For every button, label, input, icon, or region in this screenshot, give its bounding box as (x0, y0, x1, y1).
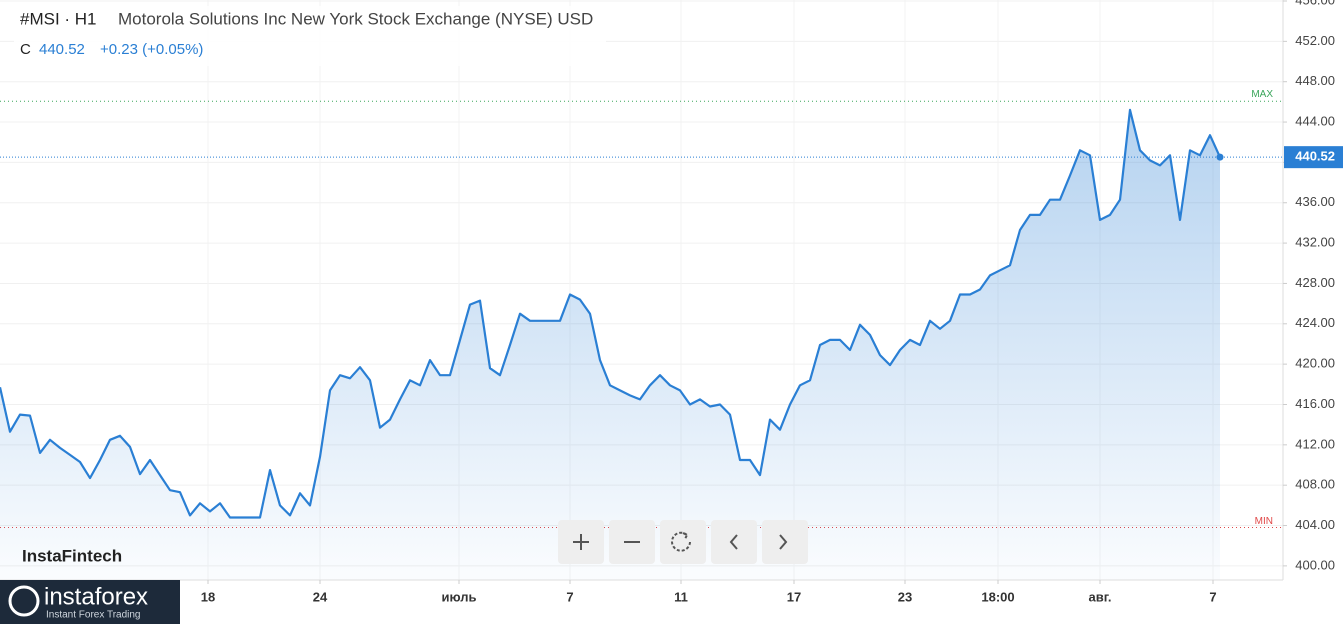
y-tick-label: 412.00 (1295, 436, 1335, 451)
price-prefix: C (20, 41, 31, 58)
x-tick-label: 23 (898, 589, 912, 604)
y-tick-label: 424.00 (1295, 315, 1335, 330)
y-tick-label: 428.00 (1295, 275, 1335, 290)
symbol: #MSI · H1 (20, 9, 97, 28)
y-tick-label: 456.00 (1295, 0, 1335, 7)
y-tick-label: 400.00 (1295, 557, 1335, 572)
scroll-left-button[interactable] (711, 520, 757, 564)
min-level-label: MIN (1255, 516, 1273, 527)
y-tick-label: 444.00 (1295, 113, 1335, 128)
y-tick-label: 420.00 (1295, 356, 1335, 371)
reset-button[interactable] (660, 520, 706, 564)
max-level-label: MAX (1251, 89, 1273, 100)
x-tick-label: 17 (787, 589, 801, 604)
y-tick-label: 436.00 (1295, 194, 1335, 209)
logo-tagline: Instant Forex Trading (46, 610, 141, 621)
y-tick-label: 448.00 (1295, 73, 1335, 88)
y-tick-label: 452.00 (1295, 33, 1335, 48)
x-tick-label: авг. (1089, 589, 1112, 604)
logo-icon (8, 585, 40, 617)
toolbar-icons (573, 531, 788, 552)
y-tick-label: 416.00 (1295, 396, 1335, 411)
y-tick-label: 432.00 (1295, 235, 1335, 250)
change: +0.23 (+0.05%) (100, 41, 203, 58)
legend-bg (14, 6, 606, 66)
x-tick-label: 24 (313, 589, 328, 604)
area (0, 109, 1220, 581)
subtitle: Motorola Solutions Inc New York Stock Ex… (118, 9, 593, 28)
y-tick-label: 404.00 (1295, 517, 1335, 532)
last-price-tag-label: 440.52 (1295, 149, 1335, 164)
last-price: 440.52 (39, 41, 85, 58)
x-tick-label: 11 (674, 589, 688, 604)
last-price-tag (1284, 146, 1343, 169)
brand: InstaFintech (22, 546, 122, 565)
x-tick-label: 18 (201, 589, 215, 604)
last-point (1216, 153, 1224, 161)
x-tick-label: 18:00 (981, 589, 1014, 604)
line (0, 108, 1222, 519)
x-tick-label: 7 (566, 589, 573, 604)
x-tick-label: 7 (1209, 589, 1216, 604)
logo-text: instaforex (44, 583, 148, 610)
toolbar (558, 520, 808, 564)
y-tick-label: 408.00 (1295, 477, 1335, 492)
x-tick-label: июль (441, 589, 476, 604)
